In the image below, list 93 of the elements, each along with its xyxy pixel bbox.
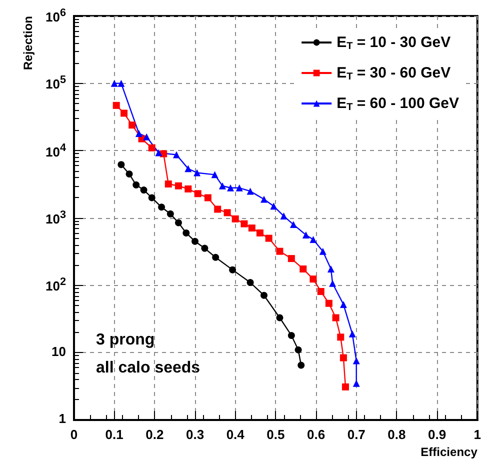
point — [290, 221, 297, 228]
point — [340, 354, 347, 362]
point — [298, 362, 305, 369]
point — [204, 194, 212, 202]
point — [265, 234, 272, 242]
point — [337, 334, 344, 341]
point — [194, 190, 202, 198]
point — [280, 212, 288, 220]
point — [325, 300, 332, 307]
point — [110, 80, 118, 87]
point — [232, 215, 239, 222]
x-tick-label: 0.5 — [266, 427, 285, 442]
x-tick-label: 1 — [474, 427, 481, 442]
point — [294, 346, 302, 354]
point — [214, 206, 222, 213]
point — [246, 279, 254, 286]
y-axis-title: Rejection — [21, 16, 35, 70]
point — [246, 188, 254, 195]
point — [166, 210, 174, 218]
point — [126, 170, 133, 178]
point — [158, 204, 166, 211]
x-tick-label: 0.8 — [388, 427, 406, 442]
point — [227, 184, 234, 192]
point — [112, 102, 120, 109]
x-axis-title: Efficiency — [420, 445, 478, 459]
point — [300, 265, 307, 272]
point — [240, 220, 248, 228]
y-tick-label: 10 — [52, 344, 66, 361]
point — [229, 266, 236, 274]
point — [276, 248, 284, 255]
point — [148, 194, 156, 202]
point — [172, 151, 180, 158]
point — [192, 238, 199, 245]
point — [327, 265, 334, 272]
point — [329, 280, 336, 287]
point — [201, 244, 208, 252]
point — [184, 165, 192, 172]
x-tick-label: 0.9 — [428, 427, 446, 442]
point — [118, 161, 125, 168]
annotation: all calo seeds — [96, 360, 200, 376]
point — [155, 149, 162, 156]
annotation: 3 prong — [96, 332, 155, 348]
x-tick-label: 0 — [70, 427, 78, 442]
point — [256, 229, 264, 236]
point — [276, 314, 284, 322]
point — [310, 236, 317, 243]
point — [212, 254, 220, 261]
point — [118, 80, 125, 87]
point — [332, 314, 340, 322]
point — [218, 182, 226, 190]
point — [182, 229, 190, 236]
y-tick-label: 10$^{6}$ — [46, 7, 66, 25]
point — [135, 130, 142, 137]
point — [120, 110, 128, 117]
point — [224, 209, 231, 216]
point — [164, 180, 172, 188]
point — [184, 185, 192, 192]
point — [260, 292, 268, 299]
point — [319, 248, 326, 255]
y-tick-label: 1 — [58, 411, 66, 428]
point — [288, 255, 295, 262]
point — [174, 219, 182, 226]
point — [302, 231, 310, 238]
point — [260, 196, 268, 203]
point — [352, 357, 360, 364]
point — [132, 181, 140, 188]
x-tick-label: 0.2 — [146, 427, 164, 442]
x-tick-label: 0.3 — [186, 427, 204, 442]
point — [342, 383, 349, 390]
y-tick-label: 10$^{4}$ — [46, 142, 66, 160]
point — [288, 332, 295, 339]
point — [143, 133, 150, 140]
x-tick-label: 0.1 — [105, 427, 124, 442]
y-tick-label: 10$^{3}$ — [46, 209, 66, 227]
point — [148, 144, 156, 152]
point — [236, 184, 243, 192]
y-tick-label: 10$^{5}$ — [46, 74, 66, 92]
point — [174, 182, 182, 190]
x-tick-label: 0.4 — [226, 427, 246, 442]
point — [128, 122, 136, 129]
point — [340, 300, 347, 308]
point — [211, 171, 218, 178]
point — [248, 224, 256, 232]
point — [194, 169, 201, 176]
point — [317, 288, 324, 295]
x-tick-label: 0.7 — [347, 427, 366, 442]
point — [348, 330, 356, 338]
point — [140, 186, 148, 194]
point — [270, 202, 278, 210]
point — [352, 380, 360, 387]
x-tick-label: 0.6 — [306, 427, 326, 442]
y-tick-label: 10$^{2}$ — [46, 276, 66, 294]
point — [310, 276, 317, 283]
